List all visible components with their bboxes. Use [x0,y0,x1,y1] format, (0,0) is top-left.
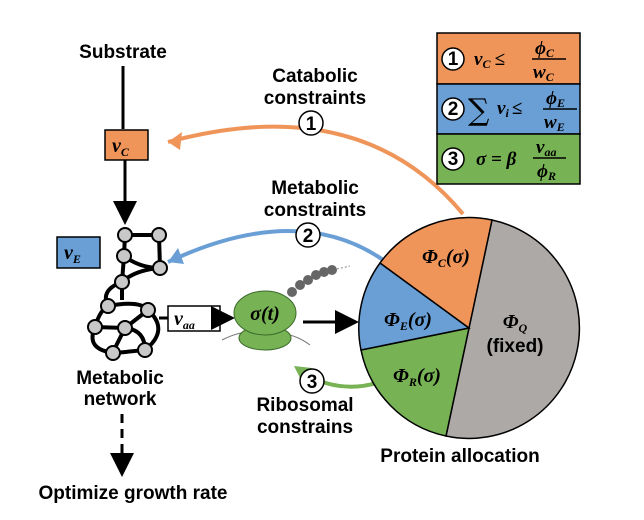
pie-label-q: ΦQ [503,311,528,335]
ve-box: vE [56,236,101,269]
svg-text:vaa: vaa [174,308,195,332]
catabolic-arrowhead [168,132,182,150]
marker-1: 1 [298,110,324,136]
ribosomal-label-1: Ribosomal [256,395,353,416]
vaa-box: vaa [167,305,221,332]
svg-text:ϕE: ϕE [546,88,565,110]
substrate-label: Substrate [79,42,167,63]
svg-text:vaa: vaa [536,137,556,159]
metabolic-network-label-1: Metabolic [76,368,164,389]
svg-text:vC: vC [112,135,130,159]
metabolic-arc [167,229,388,264]
svg-text:1: 1 [306,114,317,135]
pie-slice-e [358,261,471,351]
metabolic-constraints-label-2: constraints [264,200,366,221]
pie-slice-c [378,216,493,330]
pie-label-c: ΦC(σ) [422,246,470,270]
svg-text:wE: wE [544,112,565,134]
protein-allocation-label: Protein allocation [380,446,539,467]
svg-text:3: 3 [448,149,459,170]
protein-pie [358,216,581,440]
optimize-label: Optimize growth rate [39,483,228,504]
metabolic-network-label-2: network [84,389,157,410]
legend-row-3: 3 σ = β vaa ϕR [441,137,566,183]
marker-2: 2 [295,222,321,248]
svg-text:wC: wC [533,62,555,84]
pie-slice-r [360,327,470,437]
legend-row-2: 2 ∑ vi ≤ ϕE wE [441,88,577,134]
svg-text:2: 2 [448,99,459,120]
svg-text:ϕC: ϕC [535,38,555,60]
pie-label-r: ΦR(σ) [393,365,441,389]
metabolic-network-graph [87,227,168,361]
pie-slice-q [445,219,581,440]
constraint-legend: 1 vC ≤ ϕC wC 2 ∑ vi ≤ ϕE wE 3 σ = β vaa ϕR [436,32,581,185]
vc-box: vC [104,129,149,161]
svg-text:2: 2 [303,226,314,247]
svg-text:σ = β: σ = β [476,149,517,170]
svg-text:vE: vE [64,242,81,266]
ribosome: σ(t) [221,265,351,351]
ribosome-label: σ(t) [250,303,280,325]
svg-text:1: 1 [448,49,459,70]
svg-text:3: 3 [307,372,318,393]
pie-label-e: ΦE(σ) [384,309,432,333]
svg-text:vC≤: vC ≤ [474,49,505,71]
metabolic-constraints-label-1: Metabolic [271,178,359,199]
svg-text:vi≤: vi ≤ [497,98,522,120]
marker-3: 3 [299,368,325,394]
metabolic-arrowhead [168,248,184,264]
legend-row-1: 1 vC ≤ ϕC wC [441,38,566,84]
pie-label-q-fixed: (fixed) [487,336,544,357]
ribosomal-label-2: constrains [257,417,353,438]
catabolic-arc [167,124,465,216]
svg-text:ϕR: ϕR [537,161,556,183]
svg-text:∑: ∑ [468,93,490,128]
catabolic-label-1: Catabolic [272,66,358,87]
catabolic-label-2: constraints [264,88,366,109]
